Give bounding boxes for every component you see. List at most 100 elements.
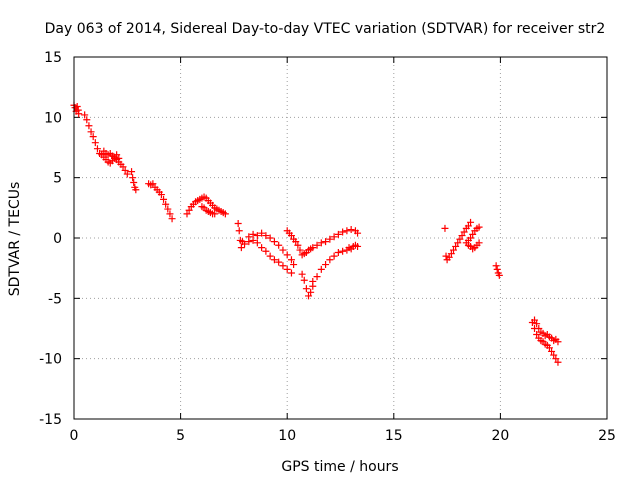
data-point <box>241 240 249 248</box>
data-point <box>554 358 562 366</box>
y-tick-label: 15 <box>44 50 62 66</box>
data-point <box>262 247 270 255</box>
data-point <box>456 235 464 243</box>
data-point <box>258 229 266 237</box>
data-point <box>322 238 330 246</box>
data-point <box>334 230 342 238</box>
data-point <box>89 133 97 141</box>
data-point <box>183 210 191 218</box>
data-point <box>266 252 274 260</box>
data-point <box>493 265 501 273</box>
data-point <box>458 232 466 240</box>
x-tick-label: 5 <box>176 428 185 444</box>
data-point <box>132 186 140 194</box>
data-point <box>475 223 483 231</box>
x-tick-label: 15 <box>385 428 403 444</box>
data-point <box>275 241 283 249</box>
data-point <box>548 347 556 355</box>
data-point <box>270 256 278 264</box>
x-tick-label: 0 <box>70 428 79 444</box>
y-tick-label: 5 <box>53 171 62 187</box>
data-point <box>235 227 243 235</box>
y-tick-label: -10 <box>39 352 62 368</box>
data-point <box>442 252 450 260</box>
data-point <box>339 228 347 236</box>
data-point <box>447 250 455 258</box>
data-point <box>354 229 362 237</box>
data-point <box>309 277 317 285</box>
data-point <box>475 239 483 247</box>
data-point <box>164 205 172 213</box>
data-point <box>467 234 475 242</box>
data-point <box>309 244 317 252</box>
data-point <box>185 206 193 214</box>
data-point <box>467 218 475 226</box>
data-point <box>245 233 253 241</box>
data-point <box>275 258 283 266</box>
data-point <box>266 234 274 242</box>
data-point <box>221 210 229 218</box>
data-point <box>123 170 131 178</box>
data-point <box>81 111 89 119</box>
y-tick-label: 0 <box>53 231 62 247</box>
data-point <box>129 174 137 182</box>
data-point <box>469 230 477 238</box>
data-point <box>128 168 136 176</box>
y-tick-label: 10 <box>44 110 62 126</box>
data-points <box>70 101 562 366</box>
data-point <box>313 273 321 281</box>
data-point <box>270 238 278 246</box>
data-point <box>160 195 168 203</box>
data-point <box>121 166 129 174</box>
data-point <box>157 191 165 199</box>
data-point <box>249 230 257 238</box>
data-point <box>313 241 321 249</box>
plot-frame <box>73 56 608 420</box>
data-point <box>93 145 101 153</box>
data-point <box>550 351 558 359</box>
data-point <box>322 261 330 269</box>
data-point <box>300 276 308 284</box>
data-point <box>533 331 541 339</box>
data-point <box>326 256 334 264</box>
data-point <box>119 163 127 171</box>
data-point <box>292 238 300 246</box>
data-point <box>75 110 83 118</box>
data-point <box>330 233 338 241</box>
data-point <box>113 151 121 159</box>
data-point <box>279 246 287 254</box>
data-point <box>531 316 539 324</box>
data-point <box>354 242 362 250</box>
data-point <box>449 246 457 254</box>
data-point <box>307 288 315 296</box>
data-point <box>334 248 342 256</box>
data-point <box>554 338 562 346</box>
x-tick-label: 10 <box>278 428 296 444</box>
data-point <box>130 178 138 186</box>
data-point <box>302 285 310 293</box>
grid-lines <box>74 57 607 419</box>
data-point <box>237 244 245 252</box>
data-point <box>283 265 291 273</box>
data-point <box>545 344 553 352</box>
data-point <box>211 210 219 218</box>
data-point <box>166 210 174 218</box>
data-point <box>343 227 351 235</box>
x-tick-label: 25 <box>598 428 616 444</box>
data-point <box>287 256 295 264</box>
data-point <box>454 239 462 247</box>
data-point <box>339 247 347 255</box>
data-point <box>234 220 242 228</box>
data-point <box>296 246 304 254</box>
data-point <box>298 270 306 278</box>
data-point <box>149 180 157 188</box>
data-point <box>460 228 468 236</box>
data-point <box>262 232 270 240</box>
data-point <box>441 224 449 232</box>
data-point <box>492 262 500 270</box>
y-tick-label: -15 <box>39 412 62 428</box>
data-point <box>464 222 472 230</box>
data-point <box>168 215 176 223</box>
data-point <box>249 236 257 244</box>
